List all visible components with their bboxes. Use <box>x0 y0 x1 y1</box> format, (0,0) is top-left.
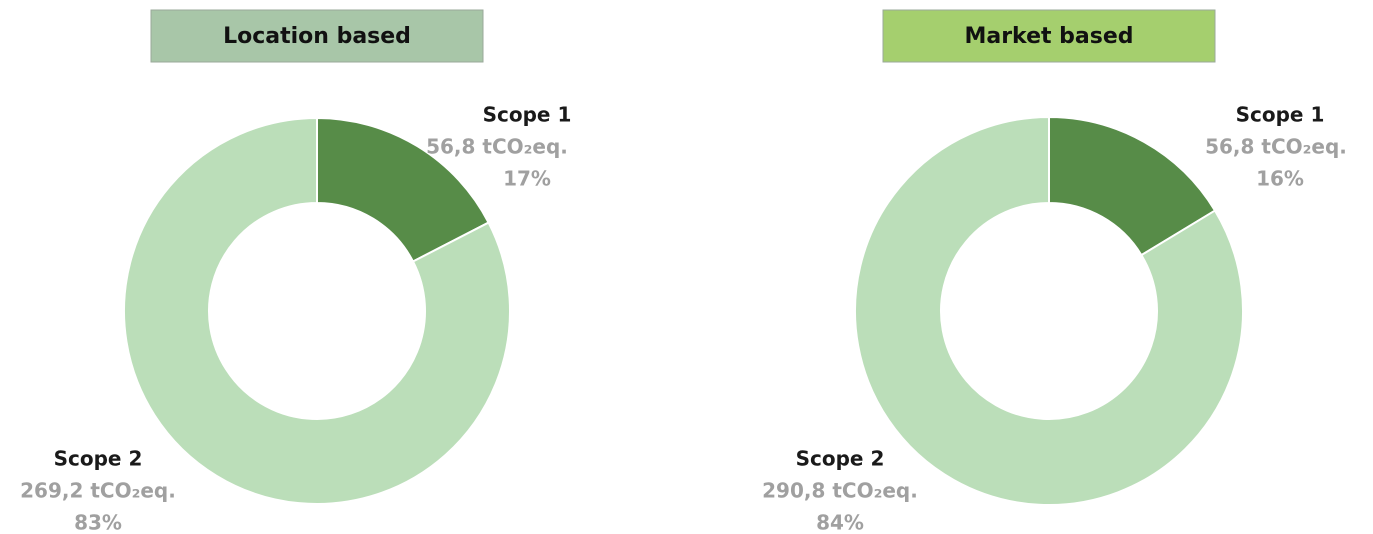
slice-value-label: 290,8 tCO₂eq. <box>762 479 918 503</box>
slice-percent: 84% <box>816 511 864 534</box>
chart: Market based Scope 1 56,8 tCO₂eq. 16% Scope … <box>762 9 1347 534</box>
donut-slice <box>316 116 490 263</box>
slice-category: Scope 1 <box>483 103 572 127</box>
chart-title: Location based <box>223 24 411 49</box>
slice-percent: 17% <box>503 167 551 191</box>
slice-value-label: 56,8 tCO₂eq. <box>426 135 568 159</box>
slice-category: Scope 2 <box>54 447 143 471</box>
chart-title: Market based <box>964 24 1133 49</box>
slice-percent: 83% <box>74 511 122 534</box>
chart: Location based Scope 1 56,8 tCO₂eq. 17% Scop… <box>20 9 572 534</box>
title-box <box>882 9 1216 63</box>
donut-slice <box>123 116 511 505</box>
slice-category: Scope 1 <box>1236 103 1325 127</box>
slice-value-label: 269,2 tCO₂eq. <box>20 479 176 503</box>
slice-value-label: 56,8 tCO₂eq. <box>1205 135 1347 159</box>
slice-percent: 16% <box>1256 167 1304 191</box>
slice-category: Scope 2 <box>796 447 885 471</box>
donut-slice <box>854 115 1244 506</box>
donut-slice <box>1048 115 1217 257</box>
title-box <box>150 9 484 63</box>
